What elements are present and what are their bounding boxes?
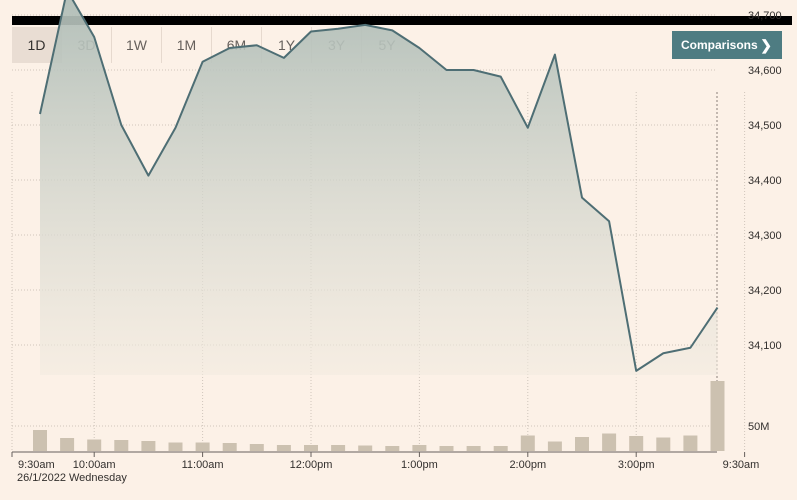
volume-bar xyxy=(168,442,183,451)
volume-bar xyxy=(141,441,156,451)
volume-bar xyxy=(33,430,47,451)
y-tick-label: 34,200 xyxy=(748,285,782,297)
volume-bar xyxy=(683,435,698,451)
x-tick-label: 3:00pm xyxy=(618,459,655,471)
tab-1w[interactable]: 1W xyxy=(112,27,162,63)
volume-bar xyxy=(249,444,264,451)
y-tick-label: 34,100 xyxy=(748,340,782,352)
volume-bar xyxy=(520,435,535,451)
volume-bar xyxy=(385,446,400,451)
price-line xyxy=(39,0,719,372)
volume-bar xyxy=(60,438,75,451)
volume-tick-label: 50M xyxy=(748,421,769,433)
volume-bar xyxy=(439,446,454,451)
volume-bar xyxy=(656,437,671,451)
volume-bar xyxy=(412,445,427,451)
chevron-right-icon: ❯ xyxy=(760,37,772,53)
volume-bar xyxy=(466,446,481,451)
volume-bar xyxy=(276,445,291,451)
y-tick-label: 34,300 xyxy=(748,230,782,242)
x-tick-label: 1:00pm xyxy=(401,459,438,471)
y-tick-label: 34,400 xyxy=(748,175,782,187)
volume-bar xyxy=(304,445,318,451)
volume-bar xyxy=(195,442,210,451)
volume-bar xyxy=(493,446,508,451)
volume-bar xyxy=(710,381,725,451)
volume-bar xyxy=(547,441,562,451)
volume-bar xyxy=(331,445,346,451)
y-tick-label: 34,700 xyxy=(748,10,782,22)
x-tick-label: 11:00am xyxy=(182,459,224,471)
volume-bar xyxy=(602,433,617,451)
volume-bar xyxy=(629,436,644,451)
x-tick-label: 12:00pm xyxy=(290,459,333,471)
x-tick-label: 2:00pm xyxy=(509,459,546,471)
volume-bar xyxy=(222,443,237,451)
volume-bar xyxy=(114,440,129,451)
price-area xyxy=(40,0,718,375)
volume-bar xyxy=(87,439,102,451)
top-rule xyxy=(12,16,792,25)
tab-1m[interactable]: 1M xyxy=(162,27,212,63)
volume-bar xyxy=(358,445,373,451)
comparisons-label: Comparisons xyxy=(681,38,758,52)
x-tick-label: 9:30am xyxy=(723,459,760,471)
x-tick-label: 10:00am xyxy=(73,459,116,471)
volume-bar xyxy=(575,437,589,451)
y-tick-label: 34,500 xyxy=(748,120,782,132)
x-tick-label: 9:30am xyxy=(18,459,55,471)
date-label: 26/1/2022 Wednesday xyxy=(17,472,127,484)
y-tick-label: 34,600 xyxy=(748,65,782,77)
comparisons-button[interactable]: Comparisons ❯ xyxy=(672,31,782,59)
